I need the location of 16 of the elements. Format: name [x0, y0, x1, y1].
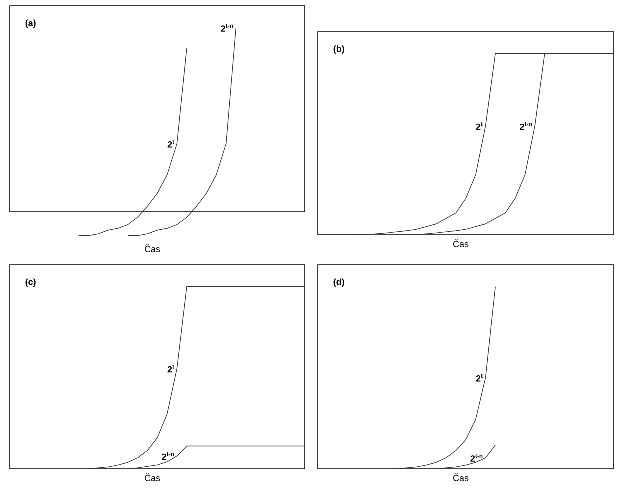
series-label: 2$^{t}$ [168, 364, 174, 373]
series-label: 2$^{t}$ [476, 374, 483, 382]
x-axis-title: Čas [144, 474, 160, 482]
series-label: 2$^{t-n}$ [470, 454, 483, 462]
x-axis-title: Čas [144, 244, 160, 252]
series-label: 2$^{t-n}$ [221, 24, 234, 32]
chart-title: (c) [26, 278, 36, 288]
series-label: 2$^{t-n}$ [162, 452, 174, 460]
chart-title: (b) [334, 46, 344, 54]
x-axis-title: Čas [453, 240, 469, 248]
chart-title: (d) [334, 278, 344, 288]
series-label: 2$^{t}$ [168, 140, 174, 148]
chart-title: (a) [26, 20, 36, 28]
series-label: 2$^{t-n}$ [520, 122, 532, 130]
series-label: 2$^{t}$ [476, 122, 483, 130]
x-axis-title: Čas [453, 474, 469, 482]
